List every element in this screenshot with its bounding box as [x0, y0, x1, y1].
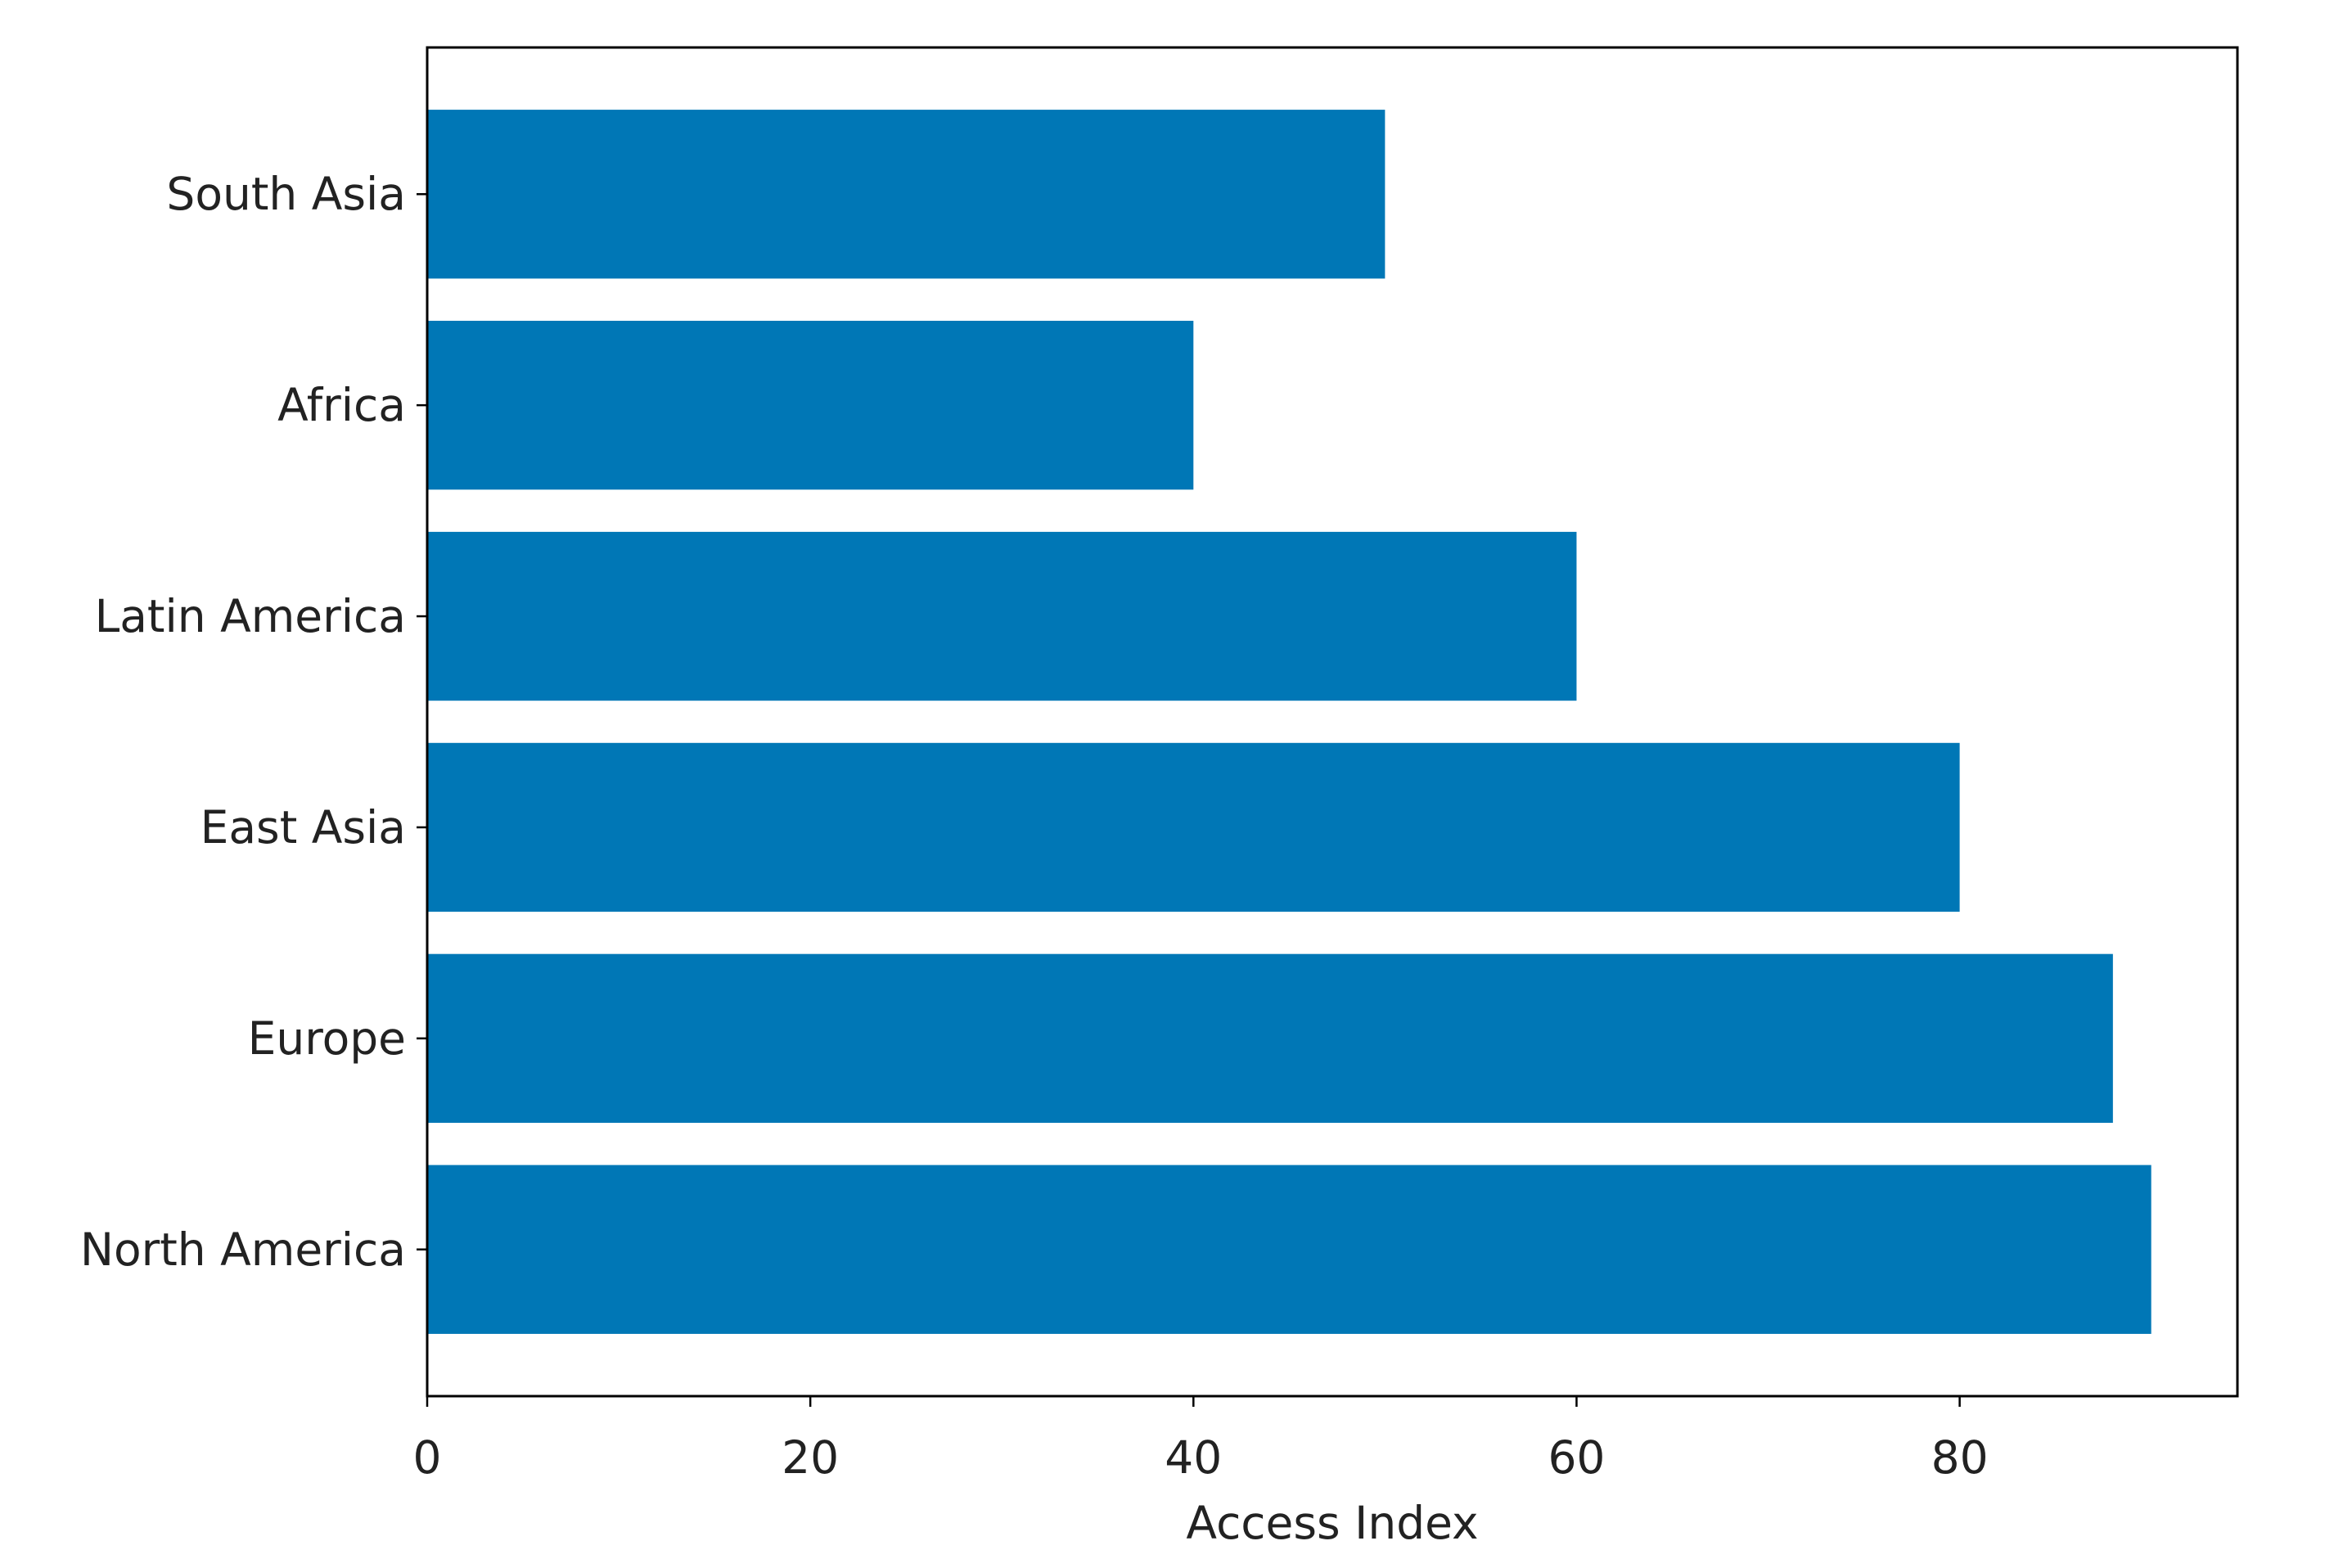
bar: [427, 110, 1386, 279]
bar: [427, 1165, 2152, 1334]
x-tick-label: 20: [782, 1431, 839, 1484]
x-tick-label: 80: [1931, 1431, 1989, 1484]
x-tick-label: 60: [1548, 1431, 1605, 1484]
x-tick-label: 0: [413, 1431, 442, 1484]
y-tick-label: East Asia: [201, 801, 406, 854]
y-tick-label: South Asia: [166, 168, 406, 220]
y-tick-label: Africa: [277, 379, 406, 431]
plot-frame: [426, 46, 2239, 1398]
y-tick-label: Latin America: [95, 590, 406, 642]
y-tick-label: Europe: [248, 1012, 406, 1065]
bar: [427, 742, 1960, 912]
bar: [427, 953, 2113, 1124]
y-tick-label: North America: [80, 1223, 406, 1276]
bar: [427, 531, 1577, 701]
x-tick-label: 40: [1165, 1431, 1222, 1484]
bar: [427, 320, 1194, 490]
x-axis-label: Access Index: [1186, 1497, 1478, 1549]
